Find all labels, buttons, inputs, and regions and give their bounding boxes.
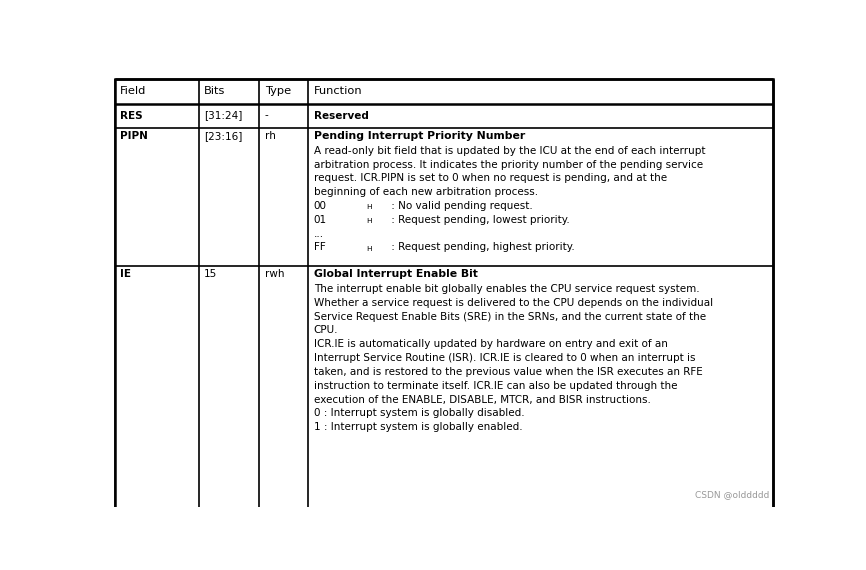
Text: 15: 15 [204, 270, 217, 279]
Text: rwh: rwh [265, 270, 284, 279]
Text: [31:24]: [31:24] [204, 111, 242, 121]
Text: H: H [366, 205, 372, 210]
Text: ICR.IE is automatically updated by hardware on entry and exit of an: ICR.IE is automatically updated by hardw… [313, 339, 668, 349]
Text: IE: IE [120, 270, 132, 279]
Text: CPU.: CPU. [313, 325, 338, 335]
Text: 01: 01 [313, 215, 326, 225]
Text: ...: ... [313, 229, 324, 239]
Text: Global Interrupt Enable Bit: Global Interrupt Enable Bit [313, 270, 477, 279]
Text: request. ICR.PIPN is set to 0 when no request is pending, and at the: request. ICR.PIPN is set to 0 when no re… [313, 173, 667, 184]
Text: Whether a service request is delivered to the CPU depends on the individual: Whether a service request is delivered t… [313, 298, 713, 308]
Text: 1 : Interrupt system is globally enabled.: 1 : Interrupt system is globally enabled… [313, 422, 522, 432]
Text: instruction to terminate itself. ICR.IE can also be updated through the: instruction to terminate itself. ICR.IE … [313, 381, 677, 390]
Text: Function: Function [313, 87, 362, 96]
Text: : Request pending, lowest priority.: : Request pending, lowest priority. [388, 215, 570, 225]
Text: The interrupt enable bit globally enables the CPU service request system.: The interrupt enable bit globally enable… [313, 284, 699, 294]
Text: beginning of each new arbitration process.: beginning of each new arbitration proces… [313, 187, 538, 197]
Text: CSDN @olddddd: CSDN @olddddd [695, 490, 769, 499]
Text: taken, and is restored to the previous value when the ISR executes an RFE: taken, and is restored to the previous v… [313, 367, 702, 377]
Text: 0 : Interrupt system is globally disabled.: 0 : Interrupt system is globally disable… [313, 408, 524, 418]
Text: Reserved: Reserved [313, 111, 369, 121]
Text: PIPN: PIPN [120, 131, 148, 141]
Text: FF: FF [313, 242, 326, 253]
Text: RES: RES [120, 111, 143, 121]
Text: H: H [366, 218, 372, 224]
Text: -: - [265, 111, 268, 121]
Text: [23:16]: [23:16] [204, 131, 242, 141]
Text: H: H [366, 246, 372, 252]
Text: Field: Field [120, 87, 146, 96]
Text: Service Request Enable Bits (SRE) in the SRNs, and the current state of the: Service Request Enable Bits (SRE) in the… [313, 312, 706, 321]
Text: execution of the ENABLE, DISABLE, MTCR, and BISR instructions.: execution of the ENABLE, DISABLE, MTCR, … [313, 394, 650, 405]
Text: A read-only bit field that is updated by the ICU at the end of each interrupt: A read-only bit field that is updated by… [313, 146, 705, 156]
Text: 00: 00 [313, 201, 326, 211]
Text: Pending Interrupt Priority Number: Pending Interrupt Priority Number [313, 131, 525, 141]
Text: Bits: Bits [204, 87, 226, 96]
Text: Type: Type [265, 87, 291, 96]
Text: : No valid pending request.: : No valid pending request. [388, 201, 533, 211]
Text: Interrupt Service Routine (ISR). ICR.IE is cleared to 0 when an interrupt is: Interrupt Service Routine (ISR). ICR.IE … [313, 353, 695, 363]
Text: arbitration process. It indicates the priority number of the pending service: arbitration process. It indicates the pr… [313, 160, 702, 169]
Text: rh: rh [265, 131, 275, 141]
Text: : Request pending, highest priority.: : Request pending, highest priority. [388, 242, 575, 253]
